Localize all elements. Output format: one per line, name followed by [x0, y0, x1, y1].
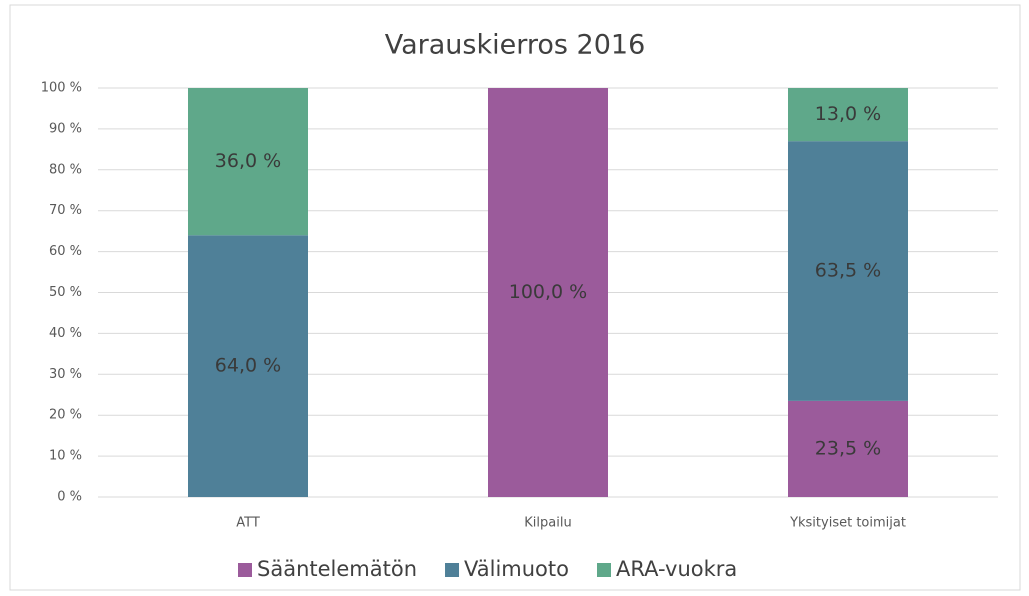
bar-segment: [788, 400, 908, 497]
y-tick-label: 50 %: [49, 285, 82, 300]
value-label: 64,0 %: [215, 355, 281, 377]
value-label: 63,5 %: [815, 260, 881, 282]
x-tick-label: Kilpailu: [524, 516, 571, 531]
legend-swatch: [597, 563, 611, 577]
y-tick-label: 20 %: [49, 408, 82, 423]
bar-segment: [788, 141, 908, 401]
value-label: 13,0 %: [815, 103, 881, 125]
y-tick-label: 10 %: [49, 449, 82, 464]
bar-segment: [188, 88, 308, 236]
y-tick-label: 0 %: [57, 490, 82, 505]
legend-label: Välimuoto: [464, 557, 569, 581]
bar-segment: [788, 88, 908, 142]
bar-segment: [488, 88, 608, 497]
y-tick-label: 90 %: [49, 121, 82, 136]
x-tick-label: ATT: [236, 516, 260, 531]
y-tick-label: 80 %: [49, 162, 82, 177]
value-label: 100,0 %: [509, 281, 588, 303]
legend-label: ARA-vuokra: [616, 557, 737, 581]
y-tick-label: 30 %: [49, 367, 82, 382]
x-tick-label: Yksityiset toimijat: [789, 516, 906, 531]
legend-label: Sääntelemätön: [257, 557, 417, 581]
y-tick-label: 40 %: [49, 326, 82, 341]
chart-title: Varauskierros 2016: [385, 30, 646, 61]
value-label: 23,5 %: [815, 437, 881, 459]
y-tick-label: 60 %: [49, 244, 82, 259]
legend-swatch: [238, 563, 252, 577]
value-label: 36,0 %: [215, 150, 281, 172]
y-tick-label: 100 %: [41, 81, 82, 96]
legend-swatch: [445, 563, 460, 577]
y-tick-label: 70 %: [49, 203, 82, 218]
bar-segment: [188, 235, 308, 498]
